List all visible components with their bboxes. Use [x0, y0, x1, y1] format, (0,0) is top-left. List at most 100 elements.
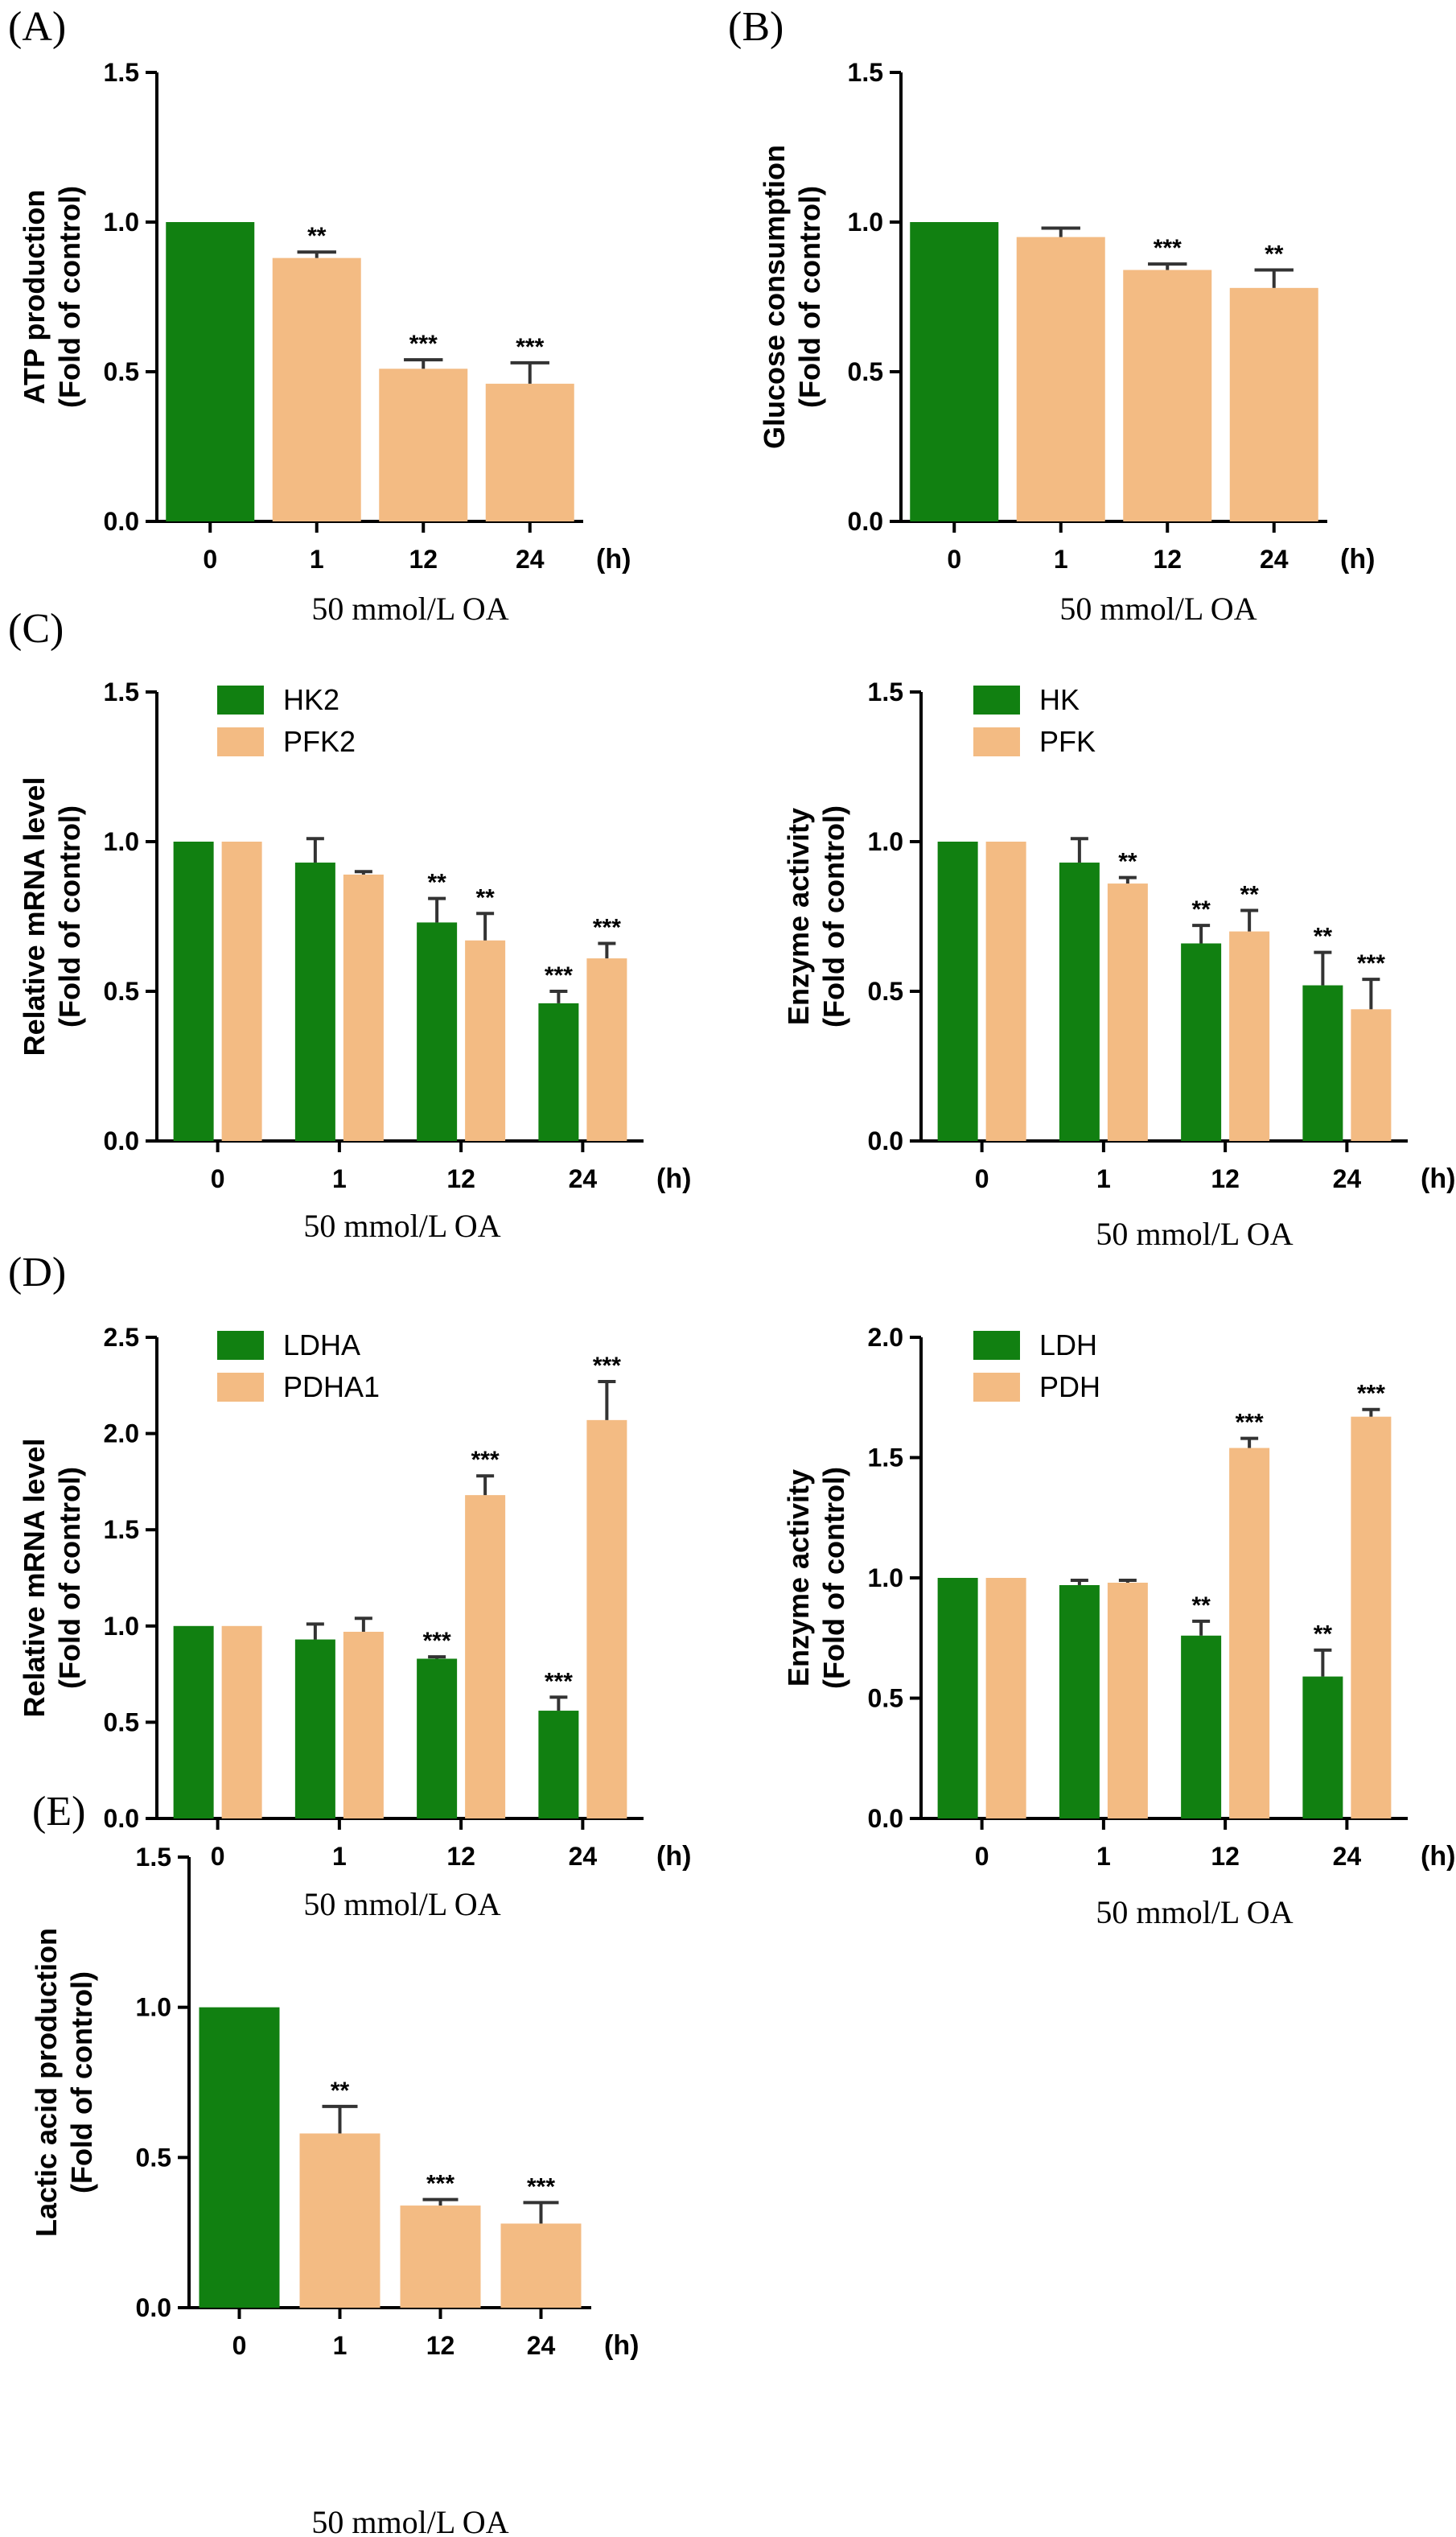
panel-a: (A) 0.0 0.5 1.0 1.5 0 1 12 24 (h) 50 mmol/L OA ATP …: [8, 4, 631, 627]
y-tick-label: 0.0: [848, 507, 883, 536]
legend-label: LDHA: [283, 1328, 360, 1361]
x-tick-label: 1: [1096, 1164, 1111, 1193]
bar: [173, 842, 214, 1141]
y-axis-title: (Fold of control): [53, 186, 86, 408]
x-tick-label: 12: [446, 1842, 475, 1871]
bar: [465, 940, 506, 1141]
x-tick-label: 0: [211, 1842, 225, 1871]
panel-label: (C): [8, 606, 64, 652]
y-axis-title: (Fold of control): [65, 1971, 98, 2193]
y-tick-label: 0.0: [104, 1126, 139, 1155]
bar: [1181, 1635, 1222, 1818]
bar: [500, 2223, 582, 2308]
x-tick-label: 12: [1211, 1842, 1240, 1871]
legend-label: HK2: [283, 683, 339, 716]
x-tick-label: 0: [947, 545, 961, 574]
x-tick-label: 12: [426, 2331, 455, 2360]
legend-swatch: [973, 686, 1020, 715]
y-tick-label: 1.5: [104, 677, 139, 706]
bar: [417, 922, 458, 1141]
significance-marker: **: [307, 223, 327, 249]
y-tick-label: 0.5: [104, 1707, 139, 1736]
x-tick-label: 24: [569, 1164, 598, 1193]
bar: [586, 958, 627, 1141]
y-tick-label: 1.5: [848, 58, 883, 87]
bar: [294, 1639, 335, 1818]
y-tick-label: 1.5: [136, 1843, 171, 1872]
bar: [379, 369, 468, 521]
y-tick-label: 0.5: [104, 357, 139, 386]
y-axis-title: Enzyme activity: [782, 1469, 815, 1687]
significance-marker: **: [1191, 896, 1211, 923]
x-unit-label: (h): [1421, 1163, 1455, 1194]
y-tick-label: 1.0: [136, 1993, 171, 2022]
x-axis-title: 50 mmol/L OA: [303, 1208, 500, 1244]
y-tick-label: 1.0: [104, 827, 139, 856]
x-axis-title: 50 mmol/L OA: [1096, 1894, 1293, 1930]
y-axis-title: Relative mRNA level: [18, 1439, 51, 1718]
y-axis-title: Enzyme activity: [782, 808, 815, 1025]
y-axis-title: Glucose consumption: [758, 145, 791, 449]
significance-marker: **: [475, 884, 495, 911]
bar: [1229, 1448, 1270, 1818]
legend-swatch: [217, 727, 264, 756]
x-axis-title: 50 mmol/L OA: [1059, 591, 1257, 627]
bar: [1229, 287, 1318, 521]
significance-marker: ***: [1236, 1410, 1264, 1436]
significance-marker: ***: [1357, 950, 1385, 977]
bar: [937, 842, 978, 1141]
significance-marker: ***: [545, 962, 573, 989]
bar: [1302, 985, 1343, 1141]
legend-label: PDH: [1039, 1370, 1100, 1403]
y-tick-label: 0.0: [104, 1804, 139, 1833]
panel-label: (D): [8, 1250, 66, 1295]
y-tick-label: 1.0: [868, 827, 903, 856]
y-axis-title: Relative mRNA level: [18, 777, 51, 1056]
x-unit-label: (h): [596, 544, 631, 575]
significance-marker: **: [1314, 1621, 1333, 1648]
x-tick-label: 1: [1054, 545, 1068, 574]
significance-marker: ***: [1154, 235, 1182, 262]
bar: [985, 842, 1026, 1141]
bar: [1107, 1582, 1148, 1818]
bar: [465, 1495, 506, 1818]
significance-marker: ***: [426, 2171, 454, 2197]
y-axis-title: (Fold of control): [793, 186, 826, 408]
y-axis-title: (Fold of control): [53, 805, 86, 1028]
x-tick-label: 1: [332, 1842, 347, 1871]
bar: [937, 1578, 978, 1818]
bar: [1351, 1416, 1392, 1818]
x-tick-label: 0: [211, 1164, 225, 1193]
y-tick-label: 2.0: [104, 1419, 139, 1448]
panel-b: (B) 0.0 0.5 1.0 1.5 0 1 12 24 (h) 50 mmol/L OA Gluc…: [728, 4, 1375, 627]
bar: [166, 222, 255, 521]
bar: [1059, 863, 1100, 1141]
y-axis-title: (Fold of control): [817, 805, 850, 1028]
bar: [400, 2205, 481, 2308]
x-tick-label: 1: [333, 2331, 348, 2360]
x-tick-label: 12: [446, 1164, 475, 1193]
significance-marker: ***: [527, 2173, 555, 2200]
y-tick-label: 0.5: [136, 2143, 171, 2172]
bar: [299, 2133, 380, 2308]
legend-label: PFK2: [283, 725, 356, 758]
significance-marker: ***: [516, 334, 544, 360]
bar: [910, 222, 999, 521]
x-unit-label: (h): [1421, 1841, 1455, 1872]
legend-swatch: [217, 686, 264, 715]
y-tick-label: 1.5: [104, 58, 139, 87]
bar: [173, 1625, 214, 1818]
significance-marker: **: [1118, 849, 1137, 875]
bar: [1123, 270, 1212, 521]
x-axis-title: 50 mmol/L OA: [311, 2504, 508, 2537]
y-tick-label: 1.0: [104, 208, 139, 237]
y-tick-label: 1.0: [848, 208, 883, 237]
significance-marker: ***: [409, 331, 438, 357]
x-axis-title: 50 mmol/L OA: [303, 1886, 500, 1922]
bar: [586, 1419, 627, 1818]
y-tick-label: 0.0: [136, 2293, 171, 2322]
y-tick-label: 0.0: [868, 1126, 903, 1155]
x-axis-title: 50 mmol/L OA: [311, 591, 508, 627]
significance-marker: ***: [423, 1628, 451, 1654]
